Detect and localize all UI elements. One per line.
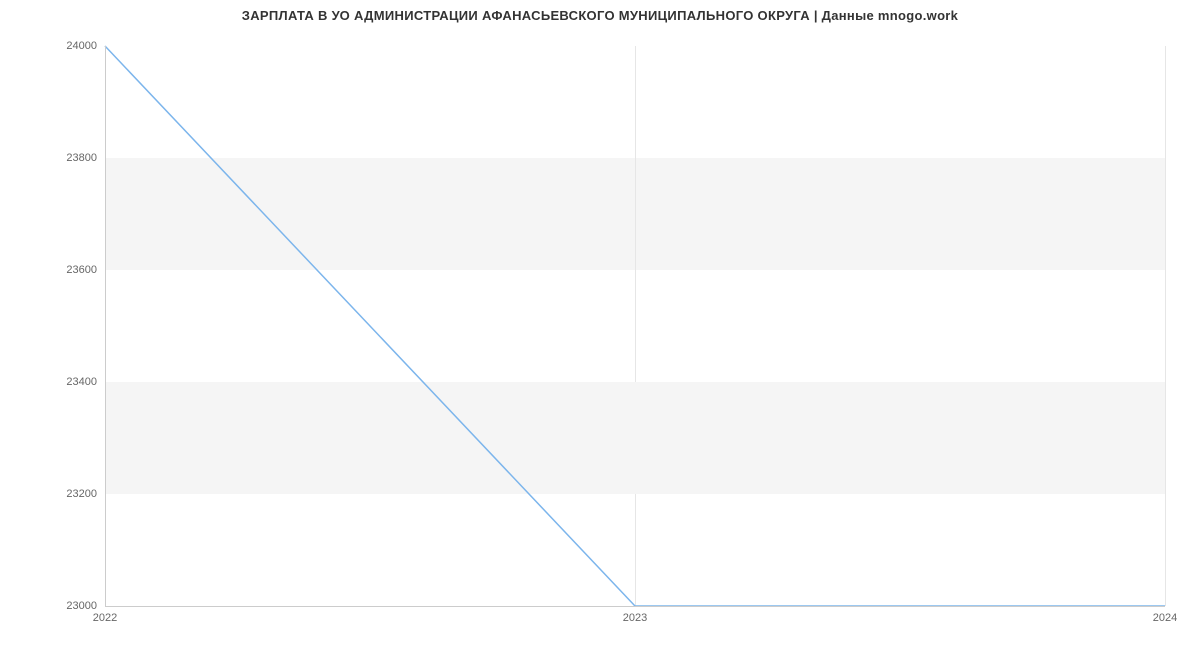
y-tick-label: 23600 — [66, 264, 97, 276]
x-gridline — [1165, 46, 1166, 606]
y-tick-label: 23200 — [66, 488, 97, 500]
x-tick-label: 2023 — [623, 612, 647, 624]
y-tick-label: 24000 — [66, 40, 97, 52]
line-series-layer — [105, 46, 1165, 606]
y-tick-label: 23800 — [66, 152, 97, 164]
chart-container: ЗАРПЛАТА В УО АДМИНИСТРАЦИИ АФАНАСЬЕВСКО… — [0, 0, 1200, 650]
y-axis-line — [105, 46, 106, 606]
plot-area: 2300023200234002360023800240002022202320… — [105, 46, 1165, 606]
chart-title: ЗАРПЛАТА В УО АДМИНИСТРАЦИИ АФАНАСЬЕВСКО… — [0, 8, 1200, 23]
x-tick-label: 2024 — [1153, 612, 1177, 624]
x-axis-line — [105, 606, 1165, 607]
y-tick-label: 23400 — [66, 376, 97, 388]
series-line-salary — [105, 46, 1165, 606]
y-tick-label: 23000 — [66, 600, 97, 612]
x-tick-label: 2022 — [93, 612, 117, 624]
